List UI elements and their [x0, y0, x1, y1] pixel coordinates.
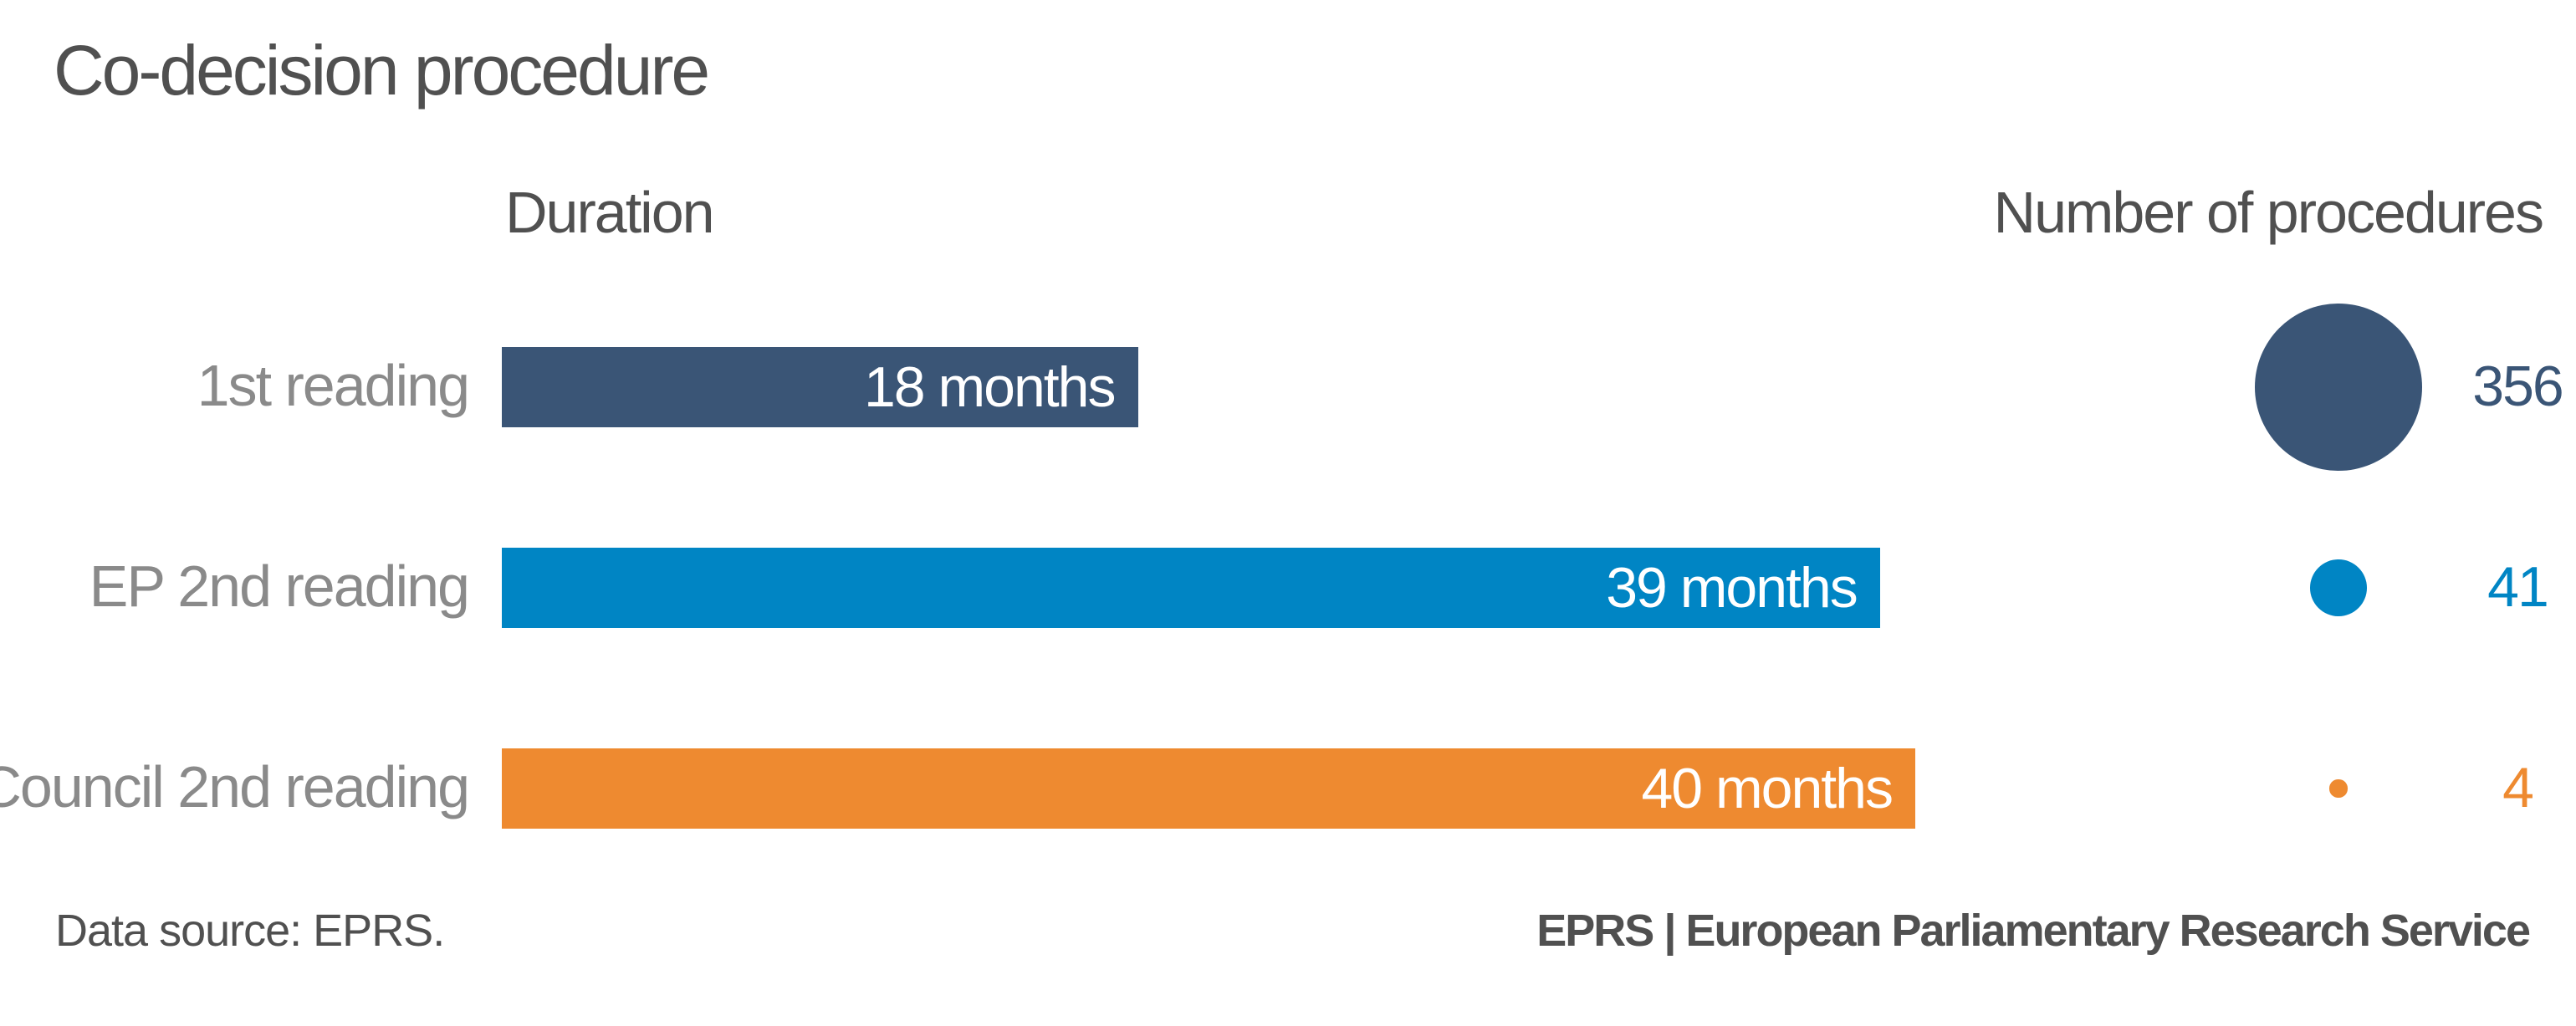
duration-bar: 40 months — [502, 748, 1915, 829]
duration-heading: Duration — [505, 180, 715, 245]
category-label: EP 2nd reading — [89, 554, 470, 619]
duration-value-label: 18 months — [863, 355, 1117, 419]
duration-value-label: 39 months — [1606, 556, 1858, 620]
chart-title: Co-decision procedure — [54, 31, 710, 110]
procedure-count-bubble — [2310, 559, 2367, 616]
category-label: 1st reading — [197, 353, 470, 418]
duration-value-label: 40 months — [1641, 757, 1894, 820]
procedure-count-label: 356 — [2472, 355, 2563, 418]
procedure-count-bubble — [2255, 304, 2422, 471]
count-heading: Number of procedures — [1993, 180, 2544, 245]
duration-bar: 18 months — [502, 347, 1138, 427]
procedure-count-label: 41 — [2487, 555, 2549, 619]
data-source-note: Data source: EPRS. — [55, 906, 445, 956]
duration-bar: 39 months — [502, 548, 1880, 628]
procedure-count-bubble — [2329, 779, 2348, 798]
category-label: Council 2nd reading — [0, 754, 470, 819]
procedure-count-label: 4 — [2502, 756, 2534, 819]
publisher-credit: EPRS | European Parliamentary Research S… — [1536, 906, 2531, 956]
